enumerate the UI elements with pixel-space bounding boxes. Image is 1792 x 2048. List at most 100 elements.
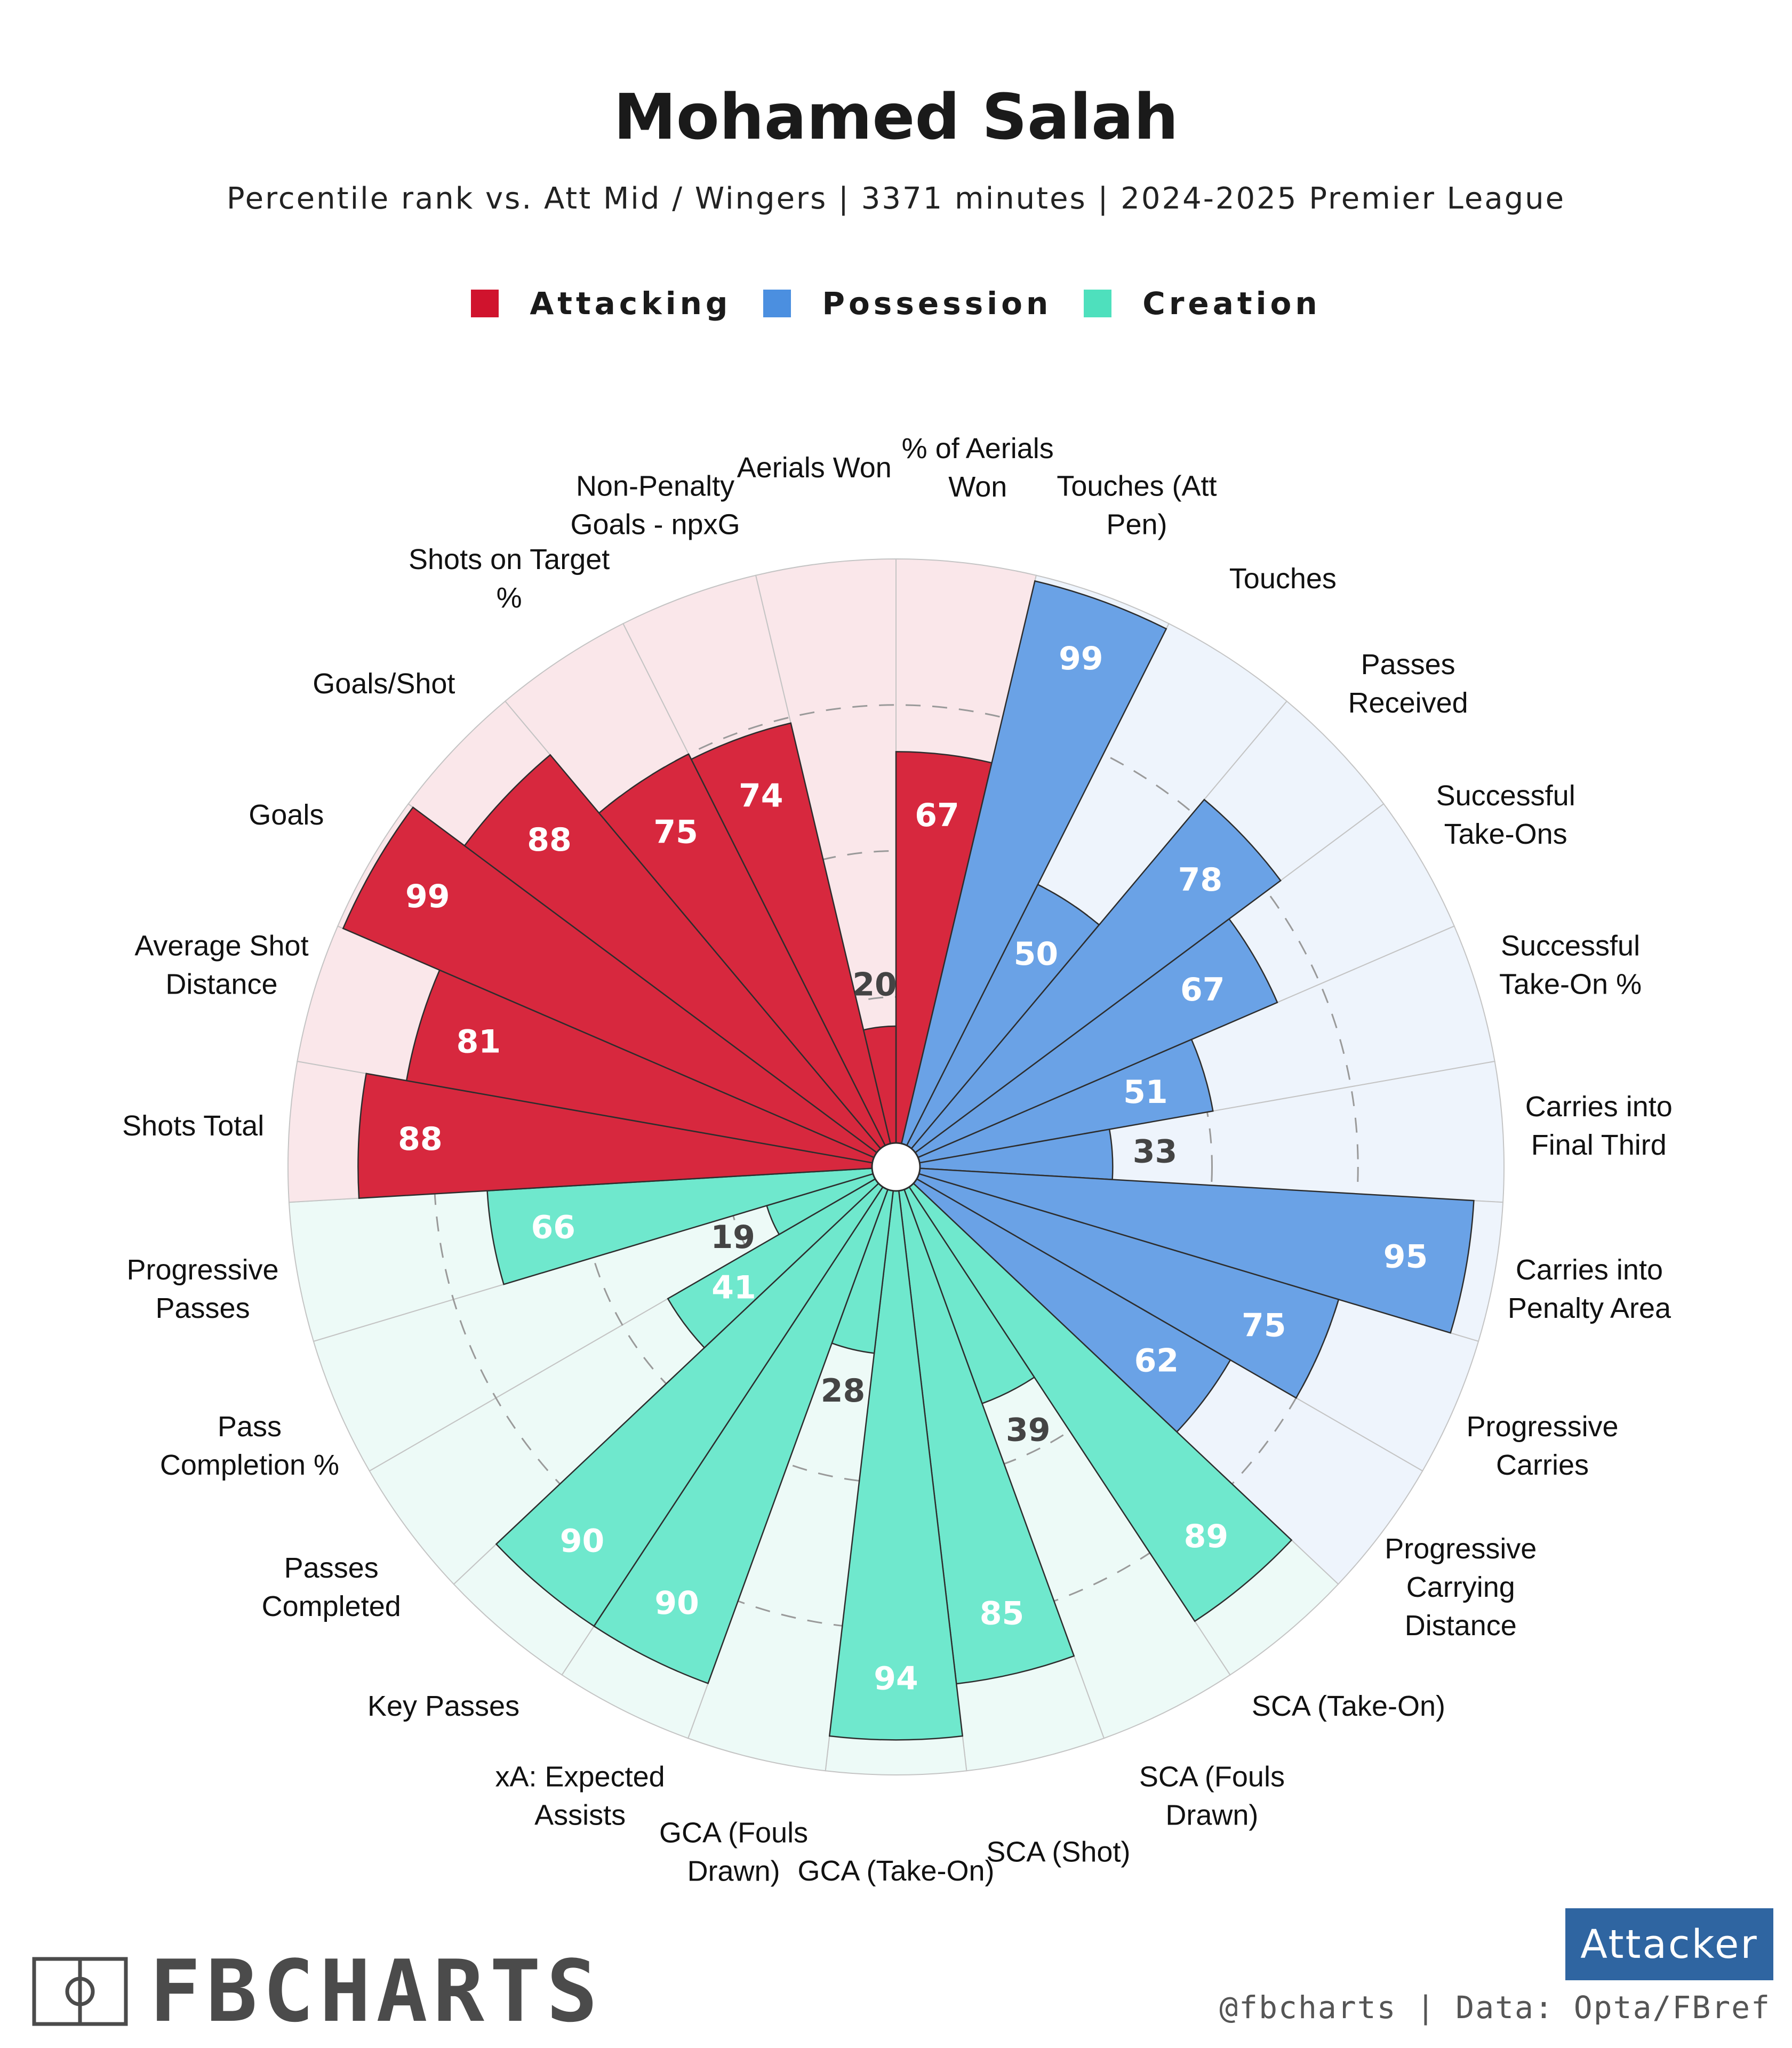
category-label-line: Successful <box>1501 930 1640 962</box>
value-label-pass-completion: 19 <box>710 1219 755 1256</box>
category-label-line: Won <box>948 471 1007 503</box>
category-label-line: Progressive <box>126 1254 278 1286</box>
fbcharts-logo: FBCHARTS <box>32 1941 603 2041</box>
center-hole <box>871 1142 921 1192</box>
legend-label-creation: Creation <box>1142 285 1321 322</box>
legend-swatch-possession <box>763 290 791 317</box>
value-label-shots-total: 88 <box>398 1121 443 1158</box>
category-label-line: % <box>497 582 522 614</box>
category-label-goals: Goals <box>249 799 324 831</box>
value-label-progressive-carries: 75 <box>1242 1307 1286 1345</box>
value-label-touches-att-pen: 99 <box>1059 640 1103 677</box>
category-label-key-passes: Key Passes <box>367 1690 519 1722</box>
value-label-progressive-carrying-distance: 62 <box>1134 1342 1179 1380</box>
category-label-line: Progressive <box>1385 1533 1537 1565</box>
category-label-shots-on-target: Shots on Target% <box>409 543 610 614</box>
value-label-key-passes: 90 <box>560 1522 605 1559</box>
category-label-line: Drawn) <box>687 1855 780 1887</box>
data-credit: @fbcharts | Data: Opta/FBref <box>1219 1989 1771 2026</box>
category-label-line: GCA (Take-On) <box>797 1855 994 1887</box>
category-label-goals-shot: Goals/Shot <box>313 668 455 700</box>
value-label-carries-into-final-third: 33 <box>1133 1133 1178 1171</box>
category-label-line: Average Shot <box>134 930 308 962</box>
category-label-line: Goals <box>249 799 324 831</box>
value-label-passes-completed: 41 <box>711 1269 756 1306</box>
category-label-line: Goals - npxG <box>570 509 740 541</box>
category-label-gca-fouls-drawn: GCA (Fouls Drawn) <box>659 1817 808 1887</box>
category-label-line: Pen) <box>1106 509 1167 541</box>
category-label-non-penalty-goals-npxg: Non-Penalty Goals - npxG <box>570 470 740 541</box>
category-label-line: Passes <box>284 1552 379 1584</box>
category-label-line: Drawn) <box>1165 1799 1258 1831</box>
category-label-line: Progressive <box>1466 1411 1618 1443</box>
category-label-average-shot-distance: Average Shot Distance <box>134 930 308 1000</box>
category-label-progressive-carrying-distance: Progressive Carrying Distance <box>1385 1533 1537 1642</box>
category-label-line: Distance <box>165 968 277 1000</box>
value-label-goals-shot: 88 <box>527 821 572 859</box>
value-label-sca-shot: 85 <box>980 1595 1025 1633</box>
legend-item-attacking: Attacking <box>471 285 731 322</box>
role-badge: Attacker <box>1565 1908 1773 1980</box>
category-label-carries-into-final-third: Carries into Final Third <box>1525 1091 1673 1161</box>
value-label-progressive-passes: 66 <box>531 1209 575 1246</box>
category-label-line: Carries <box>1496 1449 1589 1481</box>
logo-text: FBCHARTS <box>149 1941 603 2041</box>
category-label-line: Touches (Att <box>1057 470 1217 502</box>
legend-item-creation: Creation <box>1084 285 1321 322</box>
legend-label-attacking: Attacking <box>530 285 732 322</box>
category-label-shots-total: Shots Total <box>122 1110 264 1142</box>
value-label-gca-take-on: 94 <box>874 1660 918 1697</box>
category-label-line: Passes <box>1361 649 1455 681</box>
value-label-touches: 50 <box>1014 935 1059 973</box>
category-label-line: Completed <box>262 1590 401 1622</box>
value-label-successful-take-on: 51 <box>1123 1074 1168 1111</box>
category-label-line: SCA (Shot) <box>986 1836 1130 1868</box>
category-label-line: Goals/Shot <box>313 668 455 700</box>
category-label-line: Pass <box>218 1411 282 1443</box>
category-label-line: Non-Penalty <box>576 470 734 502</box>
category-label-line: Aerials Won <box>737 452 892 484</box>
category-label-of-aerials-won: % of Aerials Won <box>902 433 1054 503</box>
category-label-sca-shot: SCA (Shot) <box>986 1836 1130 1868</box>
category-label-line: Carries into <box>1525 1091 1673 1123</box>
category-label-line: Passes <box>156 1292 250 1324</box>
category-label-touches-att-pen: Touches (Att Pen) <box>1057 470 1217 541</box>
pitch-icon <box>32 1957 128 2026</box>
value-label-xa-expected-assists: 90 <box>654 1585 699 1622</box>
legend-label-possession: Possession <box>822 285 1052 322</box>
category-label-line: Take-On % <box>1499 968 1642 1000</box>
value-label-carries-into-penalty-area: 95 <box>1383 1238 1428 1275</box>
category-label-line: Carries into <box>1516 1254 1663 1286</box>
category-label-line: % of Aerials <box>902 433 1054 465</box>
category-label-line: Carrying <box>1406 1571 1515 1603</box>
category-label-line: Successful <box>1436 780 1575 812</box>
chart-title: Mohamed Salah <box>613 80 1179 154</box>
value-label-aerials-won: 20 <box>852 966 897 1003</box>
value-label-shots-on-target: 75 <box>653 813 698 851</box>
category-label-line: Penalty Area <box>1508 1292 1671 1324</box>
value-label-sca-take-on: 89 <box>1184 1518 1229 1555</box>
category-label-sca-fouls-drawn: SCA (Fouls Drawn) <box>1139 1761 1285 1831</box>
category-label-line: Key Passes <box>367 1690 519 1722</box>
category-label-line: Shots Total <box>122 1110 264 1142</box>
category-label-line: Take-Ons <box>1444 818 1567 850</box>
category-label-gca-take-on: GCA (Take-On) <box>797 1855 994 1887</box>
value-label-non-penalty-goals-npxg: 74 <box>739 777 783 814</box>
category-label-line: Distance <box>1405 1610 1517 1642</box>
category-label-successful-take-ons: Successful Take-Ons <box>1436 780 1575 850</box>
value-label-gca-fouls-drawn: 28 <box>821 1372 866 1410</box>
category-label-passes-received: Passes Received <box>1348 649 1468 719</box>
category-label-line: Shots on Target <box>409 543 610 575</box>
category-label-line: xA: Expected <box>495 1761 665 1793</box>
category-label-carries-into-penalty-area: Carries into Penalty Area <box>1508 1254 1671 1324</box>
category-label-aerials-won: Aerials Won <box>737 452 892 484</box>
value-label-sca-fouls-drawn: 39 <box>1006 1411 1051 1449</box>
category-label-progressive-passes: Progressive Passes <box>126 1254 278 1324</box>
category-label-sca-take-on: SCA (Take-On) <box>1252 1690 1445 1722</box>
category-label-line: Completion % <box>160 1449 339 1481</box>
value-label-passes-received: 78 <box>1178 861 1223 899</box>
value-label-average-shot-distance: 81 <box>457 1023 501 1061</box>
legend-swatch-creation <box>1084 290 1112 317</box>
value-label-successful-take-ons: 67 <box>1180 971 1225 1009</box>
